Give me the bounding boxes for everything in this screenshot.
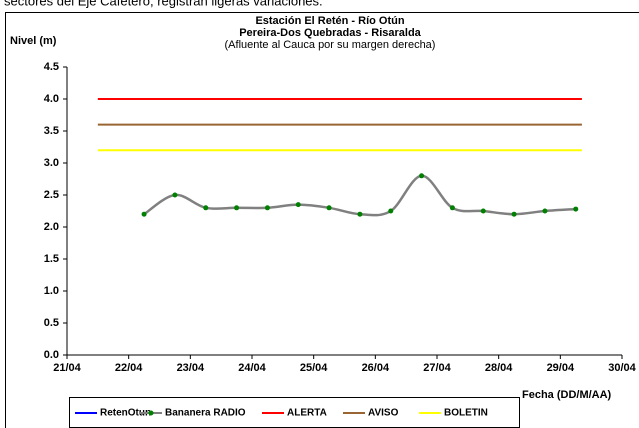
data-point: [388, 208, 394, 214]
data-point: [511, 211, 517, 217]
data-point: [295, 202, 301, 208]
x-tick-label: 29/04: [547, 362, 575, 374]
legend-label: BOLETIN: [444, 408, 488, 419]
x-tick-label: 28/04: [485, 362, 513, 374]
y-tick-label: 2.5: [44, 189, 59, 201]
chart-subtitle: Pereira-Dos Quebradas - Risaralda: [239, 27, 421, 39]
chart-note: (Afluente al Cauca por su margen derecha…: [225, 39, 436, 51]
legend-label: AVISO: [368, 408, 399, 419]
x-tick-label: 26/04: [362, 362, 390, 374]
y-tick-label: 0.5: [44, 317, 59, 329]
legend-marker: [148, 410, 154, 416]
legend-label: RetenOtun: [100, 408, 151, 419]
header-text: sectores del Eje Cafetero, registran lig…: [4, 0, 323, 8]
data-point: [326, 205, 332, 211]
data-point: [141, 211, 147, 217]
data-point: [542, 208, 548, 214]
x-tick-label: 25/04: [300, 362, 328, 374]
y-tick-label: 4.0: [44, 93, 59, 105]
y-tick-label: 2.0: [44, 221, 59, 233]
data-point: [419, 173, 425, 179]
data-point: [172, 192, 178, 198]
x-tick-label: 30/04: [608, 362, 636, 374]
x-tick-label: 24/04: [238, 362, 266, 374]
chart-title: Estación El Retén - Río Otún: [255, 15, 404, 27]
y-tick-label: 1.5: [44, 253, 59, 265]
x-tick-label: 27/04: [423, 362, 451, 374]
y-tick-label: 3.5: [44, 125, 59, 137]
data-point: [264, 205, 270, 211]
y-tick-label: 4.5: [44, 61, 59, 73]
x-axis-label: Fecha (DD/M/AA): [522, 389, 612, 401]
chart-frame: [5, 12, 639, 428]
data-point: [234, 205, 240, 211]
x-tick-label: 23/04: [177, 362, 205, 374]
legend-label: ALERTA: [287, 408, 327, 419]
x-tick-label: 22/04: [115, 362, 143, 374]
x-tick-label: 21/04: [53, 362, 81, 374]
data-point: [203, 205, 209, 211]
y-axis-label: Nivel (m): [10, 35, 57, 47]
data-point: [449, 205, 455, 211]
data-point: [573, 206, 579, 212]
y-tick-label: 1.0: [44, 285, 59, 297]
data-point: [357, 211, 363, 217]
legend-label: Bananera RADIO: [165, 408, 246, 419]
y-tick-label: 3.0: [44, 157, 59, 169]
data-point: [480, 208, 486, 214]
y-tick-label: 0.0: [44, 349, 59, 361]
